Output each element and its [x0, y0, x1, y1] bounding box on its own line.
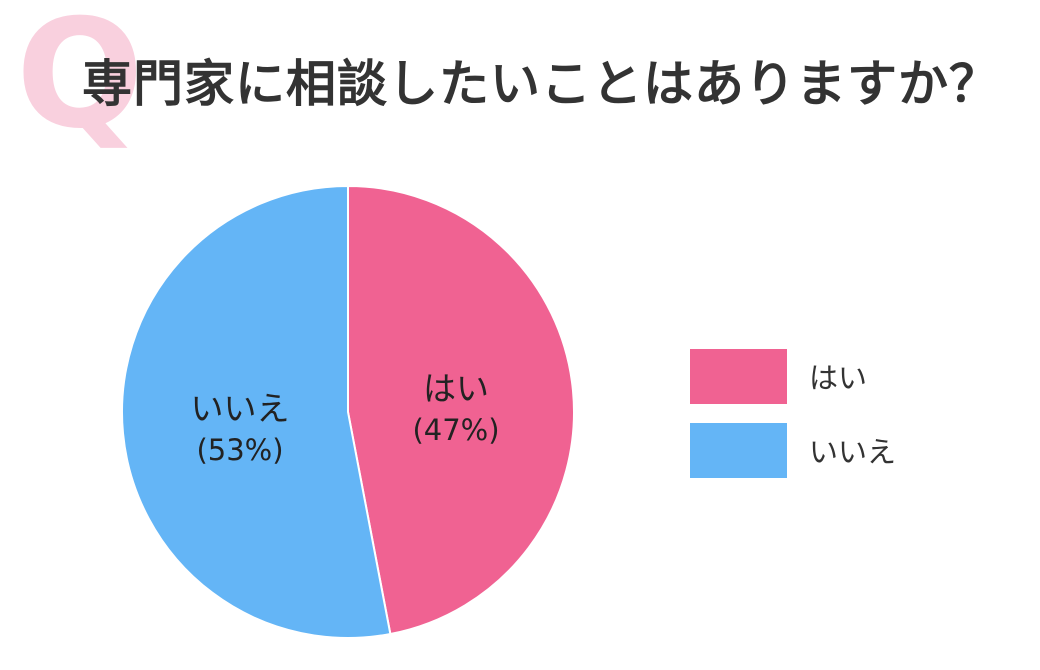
- slice-label-yes: はい: [423, 369, 489, 408]
- slice-value-no: (53%): [196, 433, 283, 467]
- pie-slice-no: [121, 184, 392, 639]
- legend-item-yes: はい: [690, 348, 896, 404]
- pie-slice-yes: [347, 184, 575, 636]
- legend: はい いいえ: [690, 348, 896, 496]
- slice-label-no: いいえ: [191, 389, 290, 428]
- legend-item-no: いいえ: [690, 422, 896, 478]
- legend-label-yes: はい: [809, 361, 868, 395]
- slice-value-yes: (47%): [412, 413, 499, 447]
- legend-swatch-no: [690, 422, 787, 478]
- legend-label-no: いいえ: [809, 435, 897, 469]
- chart-title: 専門家に相談したいことはありますか？: [82, 55, 1000, 113]
- q-mark: Q: [16, 0, 144, 162]
- legend-swatch-yes: [690, 348, 787, 404]
